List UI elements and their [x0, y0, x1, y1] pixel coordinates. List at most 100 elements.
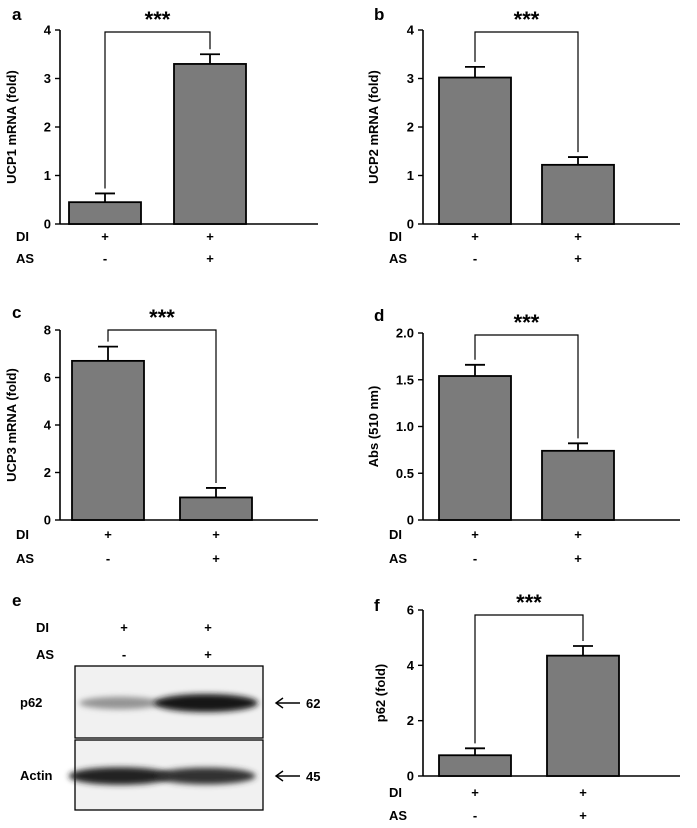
condition-value: + — [471, 229, 479, 244]
significance-bracket — [474, 614, 584, 744]
condition-value: + — [579, 785, 587, 800]
y-tick-label: 0 — [407, 769, 414, 784]
bar — [541, 449, 615, 521]
y-tick-label: 3 — [44, 71, 51, 86]
significance-label: *** — [149, 305, 175, 330]
chart-panel-f: f p62 (fold) 0 2 4 6 *** DI + + AS - + — [373, 590, 680, 823]
y-tick-label: 2 — [407, 713, 414, 728]
condition-value: + — [579, 808, 587, 823]
blot-band — [156, 767, 256, 785]
significance-label: *** — [516, 590, 542, 615]
condition-value: + — [574, 251, 582, 266]
condition-value: + — [104, 527, 112, 542]
bar — [173, 63, 247, 225]
y-axis-label: UCP1 mRNA (fold) — [4, 70, 19, 184]
condition-value: + — [471, 785, 479, 800]
condition-value: + — [212, 551, 220, 566]
y-tick-label: 1 — [44, 168, 51, 183]
condition-label: DI — [389, 785, 402, 800]
significance-bracket — [104, 31, 211, 189]
y-axis-label: UCP2 mRNA (fold) — [366, 70, 381, 184]
y-tick-label: 4 — [44, 23, 52, 38]
y-tick-label: 0 — [407, 513, 414, 528]
condition-value: + — [204, 647, 212, 662]
condition-label: AS — [36, 647, 54, 662]
significance-label: *** — [514, 310, 540, 335]
size-arrow-head — [274, 770, 284, 782]
y-tick-label: 2.0 — [396, 326, 414, 341]
panel-letter: d — [374, 306, 384, 325]
y-tick-label: 2 — [44, 465, 51, 480]
y-tick-label: 1.0 — [396, 419, 414, 434]
condition-label: DI — [389, 527, 402, 542]
panel-letter: a — [12, 5, 22, 24]
condition-value: + — [574, 527, 582, 542]
condition-value: + — [206, 229, 214, 244]
significance-bracket — [474, 334, 579, 439]
y-axis-label: p62 (fold) — [373, 664, 388, 723]
y-tick-label: 2 — [407, 120, 414, 135]
y-tick-label: 4 — [44, 418, 52, 433]
blot-band — [79, 696, 161, 710]
y-tick-label: 6 — [44, 370, 51, 385]
condition-label: AS — [16, 251, 34, 266]
panel-letter: f — [374, 596, 380, 615]
condition-value: + — [574, 551, 582, 566]
chart-panel-b: b UCP2 mRNA (fold) 0 1 2 3 4 *** DI + + AS - + — [366, 5, 680, 266]
blot-row-label: p62 — [20, 695, 42, 710]
bar — [541, 163, 615, 225]
condition-value: + — [574, 229, 582, 244]
y-tick-label: 1.5 — [396, 372, 414, 387]
western-blot-panel: e DI + + AS - + p62 62 Actin 45 — [12, 591, 320, 811]
y-tick-label: 8 — [44, 323, 51, 338]
bar — [438, 76, 512, 225]
condition-value: + — [206, 251, 214, 266]
bar — [68, 201, 142, 225]
condition-value: - — [473, 808, 477, 823]
y-tick-label: 0 — [407, 217, 414, 232]
y-tick-label: 0 — [44, 513, 51, 528]
size-arrow-head — [274, 697, 284, 709]
bar — [179, 496, 253, 521]
chart-panel-a: a UCP1 mRNA (fold) 0 1 2 3 4 *** DI + + AS - + — [4, 5, 318, 266]
chart-panel-d: d Abs (510 nm) 0 0.5 1.0 1.5 2.0 *** DI + + AS - + — [366, 306, 680, 566]
condition-value: + — [101, 229, 109, 244]
significance-bracket — [474, 31, 579, 153]
blot-band — [68, 767, 172, 785]
condition-label: AS — [389, 251, 407, 266]
condition-label: DI — [16, 229, 29, 244]
bar — [71, 359, 145, 521]
bar — [546, 654, 620, 777]
condition-value: + — [204, 620, 212, 635]
panel-letter: c — [12, 303, 21, 322]
condition-value: + — [120, 620, 128, 635]
condition-label: DI — [389, 229, 402, 244]
condition-label: AS — [16, 551, 34, 566]
molecular-size-label: 62 — [306, 696, 320, 711]
y-tick-label: 1 — [407, 168, 414, 183]
molecular-size-label: 45 — [306, 769, 320, 784]
condition-value: - — [103, 251, 107, 266]
y-tick-label: 3 — [407, 71, 414, 86]
y-tick-label: 4 — [407, 658, 415, 673]
condition-value: + — [212, 527, 220, 542]
condition-label: DI — [16, 527, 29, 542]
y-tick-label: 0.5 — [396, 466, 414, 481]
condition-label: AS — [389, 808, 407, 823]
y-tick-label: 0 — [44, 217, 51, 232]
y-axis-label: UCP3 mRNA (fold) — [4, 368, 19, 482]
bar — [438, 754, 512, 777]
blot-band — [154, 694, 258, 712]
bar — [438, 375, 512, 521]
condition-value: + — [471, 527, 479, 542]
y-axis-label: Abs (510 nm) — [366, 386, 381, 468]
blot-row-label: Actin — [20, 768, 53, 783]
condition-label: DI — [36, 620, 49, 635]
chart-panel-c: c UCP3 mRNA (fold) 0 2 4 6 8 *** DI + + AS - + — [4, 303, 318, 566]
condition-label: AS — [389, 551, 407, 566]
significance-label: *** — [514, 7, 540, 32]
y-tick-label: 2 — [44, 120, 51, 135]
panel-letter: e — [12, 591, 21, 610]
significance-bracket — [107, 329, 217, 483]
